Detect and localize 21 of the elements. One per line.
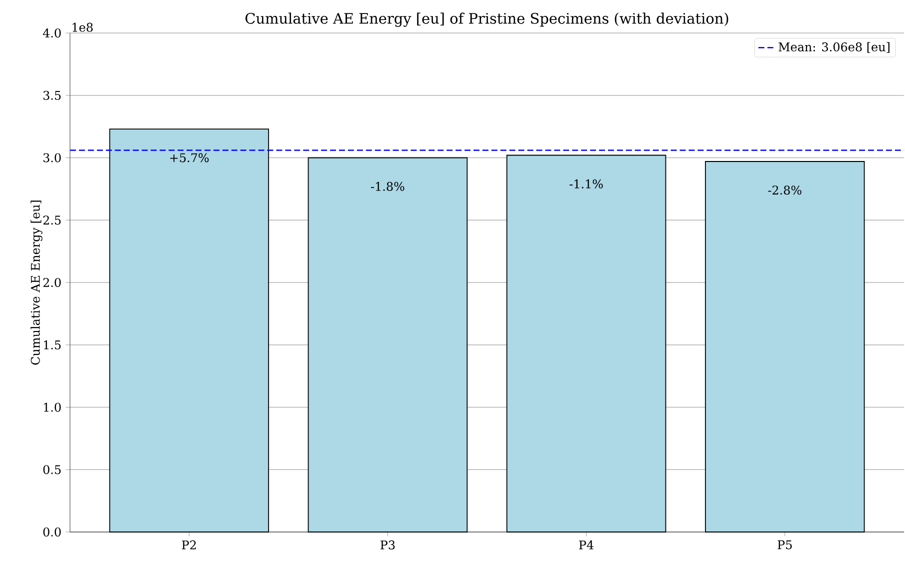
y-tick-label: 4.0: [42, 28, 61, 38]
annotation: -2.8%: [768, 186, 802, 195]
y-axis-title: Cumulative AE Energy [eu]: [30, 200, 42, 365]
y-tick-label: 1.5: [44, 340, 61, 350]
annotation: -1.1%: [570, 179, 603, 188]
x-tick-label: P3: [380, 540, 395, 550]
y-tick-label: 0.5: [43, 465, 61, 474]
text: 1e8: [72, 22, 93, 32]
chart-title: Cumulative AE Energy [eu] of Pristine Specimens (with deviation): [246, 12, 728, 27]
y-tick-label: 0.0: [43, 527, 61, 537]
annotation: +5.7%: [170, 153, 209, 162]
x-tick-label: P4: [579, 540, 594, 550]
y-tick-label: 2.5: [43, 216, 61, 225]
annotation: -1.8%: [371, 182, 404, 191]
x-tick-label: P2: [182, 540, 196, 550]
y-tick-label: 1.0: [44, 402, 61, 412]
y-tick-label: 2.0: [43, 278, 61, 288]
y-tick-label: 3.5: [43, 90, 61, 100]
x-tick-label: P5: [778, 540, 792, 550]
y-tick-label: 3.0: [43, 153, 61, 162]
legend-label: Mean: 3.06e8 [eu]: [778, 42, 890, 53]
